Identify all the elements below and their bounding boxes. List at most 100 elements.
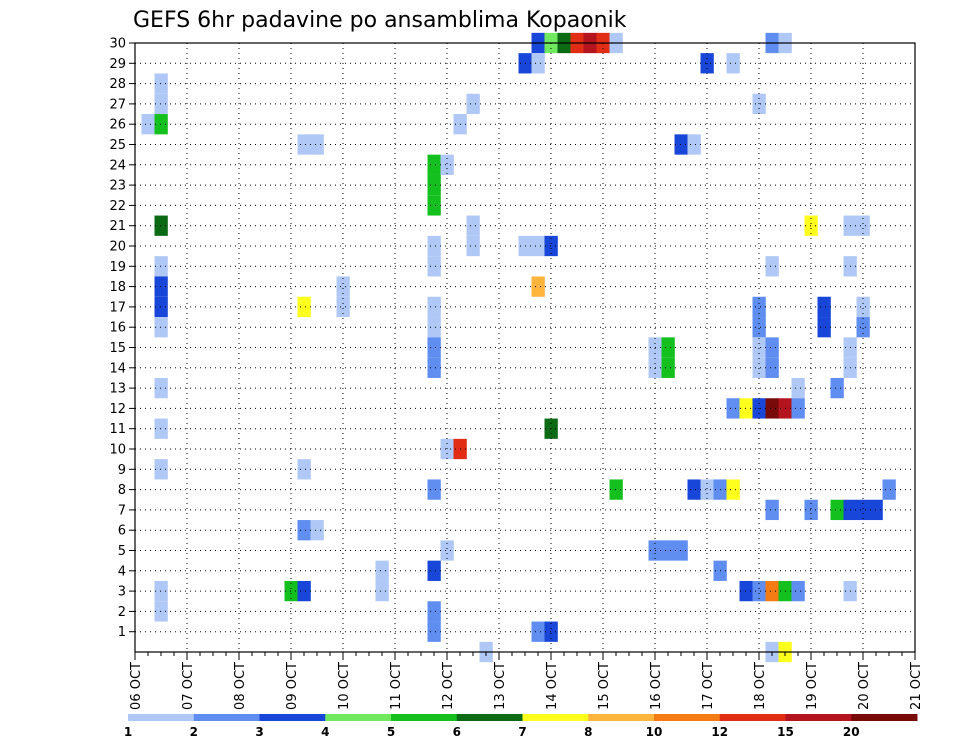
precip-cell <box>284 580 298 602</box>
x-tick-label: 06 OCT <box>129 662 144 710</box>
precip-cell <box>531 276 545 297</box>
legend-label: 6 <box>453 725 461 739</box>
precip-cell <box>856 499 870 521</box>
legend-swatch <box>325 714 392 721</box>
precip-cell <box>661 540 675 561</box>
precip-cell <box>427 235 441 257</box>
x-tick-label: 17 OCT <box>701 662 716 710</box>
precip-cell <box>674 540 688 561</box>
precip-cell <box>791 377 805 399</box>
y-tick-label: 7 <box>118 503 126 518</box>
precip-cell <box>726 479 740 500</box>
y-tick-label: 15 <box>109 341 126 356</box>
precip-cell <box>440 154 454 175</box>
precip-cell <box>375 560 389 581</box>
precip-cell <box>154 73 168 94</box>
precip-cell <box>154 296 168 318</box>
y-tick-label: 28 <box>109 77 126 92</box>
precip-cell <box>765 337 779 358</box>
x-tick-label: 15 OCT <box>597 662 612 710</box>
precip-cell <box>739 580 753 602</box>
y-tick-label: 26 <box>109 118 126 133</box>
precip-cell <box>427 479 441 500</box>
precip-cell <box>427 195 441 216</box>
precip-cell <box>752 580 766 602</box>
precip-cell <box>427 256 441 277</box>
x-tick-label: 08 OCT <box>233 662 248 710</box>
precip-cell <box>297 134 311 155</box>
precip-cell <box>154 215 168 236</box>
precip-cell <box>154 114 168 135</box>
x-tick-label: 16 OCT <box>649 662 664 710</box>
precip-cell <box>882 479 896 500</box>
legend-label: 20 <box>843 725 860 739</box>
x-tick-label: 21 OCT <box>909 662 924 710</box>
precip-cell <box>752 317 766 338</box>
legend-label: 8 <box>584 725 592 739</box>
precip-cell <box>427 560 441 581</box>
y-tick-label: 4 <box>118 564 126 579</box>
precip-cell <box>687 134 701 155</box>
precip-cell <box>531 235 545 257</box>
precip-cell <box>765 499 779 521</box>
legend-swatch <box>851 714 918 721</box>
legend-label: 15 <box>777 725 794 739</box>
precip-cell <box>687 479 701 500</box>
y-tick-label: 19 <box>109 260 126 275</box>
legend-label: 10 <box>646 725 663 739</box>
precip-cell <box>726 398 740 419</box>
y-tick-label: 21 <box>109 219 126 234</box>
precip-cell <box>830 377 844 399</box>
precip-cell <box>817 296 831 318</box>
precip-cell <box>427 357 441 378</box>
x-tick-label: 09 OCT <box>285 662 300 710</box>
precip-cell <box>154 256 168 277</box>
precip-cell <box>791 398 805 419</box>
precip-cell <box>726 53 740 74</box>
x-tick-label: 18 OCT <box>753 662 768 710</box>
y-tick-label: 9 <box>118 463 126 478</box>
y-tick-label: 24 <box>109 158 126 173</box>
x-tick-label: 20 OCT <box>857 662 872 710</box>
x-tick-label: 19 OCT <box>805 662 820 710</box>
precip-cell <box>531 53 545 74</box>
y-tick-label: 10 <box>109 443 126 458</box>
precip-cell <box>154 580 168 602</box>
legend-label: 7 <box>518 725 526 739</box>
x-tick-label: 11 OCT <box>389 662 404 710</box>
legend-label: 1 <box>124 725 132 739</box>
precip-cell <box>765 357 779 378</box>
precip-cell <box>297 459 311 480</box>
precip-cell <box>765 398 779 419</box>
precip-cell <box>154 276 168 297</box>
precip-cell <box>661 357 675 378</box>
legend-swatch <box>522 714 589 721</box>
precip-cell <box>856 215 870 236</box>
y-tick-label: 6 <box>118 524 126 539</box>
precip-cell <box>466 235 480 257</box>
precip-cell <box>609 479 623 500</box>
legend-label: 3 <box>255 725 263 739</box>
precip-cell <box>804 499 818 521</box>
precip-cell <box>739 398 753 419</box>
precip-cell <box>466 93 480 115</box>
y-tick-label: 25 <box>109 138 126 153</box>
precip-cell <box>427 317 441 338</box>
x-tick-label: 12 OCT <box>441 662 456 710</box>
precip-cell <box>427 337 441 358</box>
y-tick-label: 11 <box>109 422 126 437</box>
precip-cell <box>427 154 441 175</box>
precip-cell <box>661 337 675 358</box>
precip-cell <box>804 215 818 236</box>
precip-cell <box>297 296 311 318</box>
precip-cell <box>375 580 389 602</box>
precip-cell <box>427 601 441 622</box>
x-tick-label: 14 OCT <box>545 662 560 710</box>
legend-swatch <box>193 714 260 721</box>
precip-cell <box>466 215 480 236</box>
precip-cell <box>765 256 779 277</box>
y-axis: 1234567891011121314151617181920212223242… <box>109 37 135 640</box>
y-tick-label: 29 <box>109 57 126 72</box>
precip-cell <box>154 459 168 480</box>
x-tick-label: 07 OCT <box>181 662 196 710</box>
